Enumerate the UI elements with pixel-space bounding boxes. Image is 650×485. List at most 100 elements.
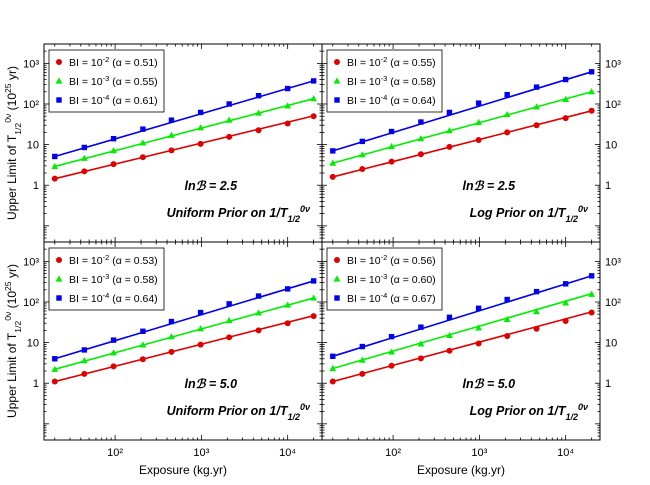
data-point: [359, 138, 366, 145]
data-point: [417, 151, 424, 158]
legend-label: BI = 10-2 (α = 0.55): [347, 55, 436, 70]
x-axis-label: Exposure (kg.yr): [139, 463, 227, 477]
data-point: [418, 324, 424, 330]
data-point: [255, 109, 262, 116]
annotation-prior: Log Prior on 1/T1/20ν: [470, 402, 588, 422]
fit-line: [332, 275, 592, 358]
data-point: [330, 353, 336, 360]
data-point: [284, 120, 291, 127]
panel-bottom-right: 1 10 10² 10³ 10² 10³ 10⁴ BI = 10-2 (α = 0.56) BI…: [321, 241, 621, 459]
data-point: [388, 333, 395, 340]
y-tick-label: 10³: [23, 58, 39, 70]
legend-marker: [55, 275, 63, 282]
fit-line: [332, 292, 592, 370]
y-tick-label: 1: [33, 180, 39, 192]
annotation-prior: Log Prior on 1/T1/20ν: [470, 204, 588, 224]
legend-marker: [334, 59, 340, 65]
data-point: [359, 370, 366, 377]
data-point: [255, 327, 262, 334]
data-point: [503, 110, 511, 118]
legend-marker: [333, 77, 341, 84]
y-axis-label: Upper Limit of T1/20ν (1025 yr): [3, 264, 23, 418]
data-point: [588, 290, 596, 297]
data-point: [475, 305, 482, 311]
y-tick-label: 10³: [605, 58, 621, 70]
data-point: [52, 153, 58, 160]
data-point: [446, 127, 453, 134]
data-point: [358, 151, 366, 158]
data-point: [562, 76, 569, 83]
data-point: [562, 281, 569, 287]
annotation-lnB: lnℬ = 2.5: [463, 179, 517, 193]
data-point: [81, 370, 88, 377]
data-point: [475, 324, 483, 331]
legend-marker: [56, 59, 62, 65]
data-point: [533, 308, 540, 315]
data-point: [110, 349, 117, 356]
fit-line: [54, 80, 314, 158]
data-point: [446, 143, 453, 150]
data-point: [80, 357, 88, 364]
data-point: [329, 173, 336, 180]
data-point: [284, 102, 292, 109]
data-point: [588, 69, 595, 75]
data-point: [81, 347, 88, 353]
data-point: [310, 78, 317, 84]
annotation-lnB: lnℬ = 5.0: [185, 377, 238, 391]
y-tick-label: 10²: [605, 297, 621, 309]
legend-marker: [56, 257, 62, 263]
data-point: [562, 299, 570, 306]
data-point: [197, 140, 204, 147]
data-point: [255, 93, 262, 99]
data-point: [588, 309, 595, 316]
data-point: [110, 337, 117, 343]
data-point: [562, 318, 569, 325]
data-point: [255, 127, 262, 134]
data-point: [588, 88, 596, 95]
annotation-prior: Uniform Prior on 1/T1/20ν: [167, 402, 310, 422]
x-tick-label: 10⁴: [557, 447, 574, 459]
data-point: [533, 288, 540, 295]
data-point: [417, 355, 424, 362]
data-point: [310, 313, 317, 320]
x-axis-label: Exposure (kg.yr): [417, 463, 505, 477]
data-point: [588, 273, 595, 279]
legend-box: [326, 247, 443, 311]
legend-box: [48, 49, 165, 113]
data-point: [388, 158, 395, 165]
data-point: [562, 115, 569, 122]
fit-line: [54, 314, 314, 383]
data-point: [475, 118, 483, 126]
fit-line: [332, 110, 592, 178]
data-point: [81, 144, 88, 151]
data-point: [168, 348, 175, 355]
y-tick-label: 10²: [23, 99, 39, 111]
legend-box: [48, 247, 165, 311]
legend-label: BI = 10-3 (α = 0.60): [347, 272, 436, 287]
annotation-lnB: lnℬ = 5.0: [463, 377, 516, 391]
fit-line: [332, 71, 592, 152]
annotation-prior: Uniform Prior on 1/T1/20ν: [167, 204, 310, 224]
legend-marker: [334, 97, 340, 103]
data-point: [139, 139, 147, 146]
data-point: [197, 109, 204, 116]
data-point: [388, 128, 395, 135]
fit-line: [54, 297, 314, 371]
data-point: [139, 154, 146, 161]
legend-label: BI = 10-3 (α = 0.55): [69, 74, 158, 89]
data-point: [388, 362, 395, 369]
legend-label: BI = 10-3 (α = 0.58): [347, 74, 436, 89]
fit-line: [54, 97, 314, 168]
data-point: [310, 294, 318, 301]
data-point: [504, 296, 510, 303]
legend-label: BI = 10-4 (α = 0.64): [347, 93, 436, 108]
x-tick-label: 10³: [193, 447, 209, 459]
data-point: [418, 119, 424, 125]
data-point: [139, 341, 147, 348]
data-point: [475, 136, 482, 143]
data-point: [140, 328, 146, 334]
y-axis-label: Upper Limit of T1/20ν (1025 yr): [3, 66, 23, 220]
data-point: [310, 278, 317, 284]
plot-frame: [321, 241, 601, 441]
